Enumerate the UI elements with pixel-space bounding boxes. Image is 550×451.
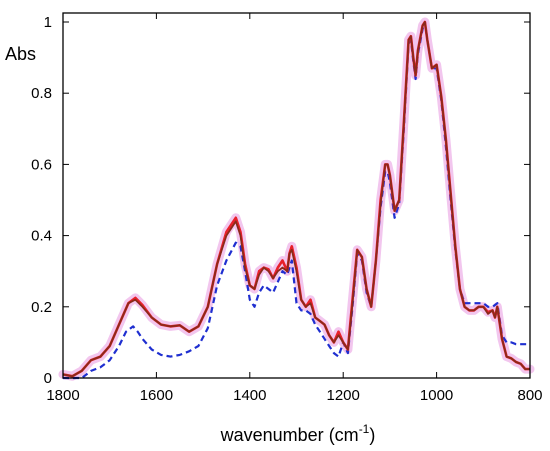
x-tick-label: 1800	[46, 387, 79, 404]
y-tick-label: 1	[44, 14, 52, 31]
y-tick-label: 0	[44, 370, 52, 387]
x-axis-title-unit-exponent: -1	[359, 422, 370, 436]
y-axis-title: Abs	[5, 44, 36, 64]
x-tick-label: 1200	[327, 387, 360, 404]
x-axis-title-unit: (cm	[329, 425, 359, 445]
tick-label-layer: 1800 1600 1400 1200 1000 800 0 0.2 0.4 0.6 0.8 1	[31, 14, 542, 404]
y-tick-label: 0.8	[31, 85, 52, 102]
x-axis-title: wavenumber (cm-1)	[220, 422, 376, 445]
x-tick-label: 1600	[140, 387, 173, 404]
x-tick-label: 1400	[233, 387, 266, 404]
y-tick-label: 0.2	[31, 299, 52, 316]
series-line-brown	[62, 21, 530, 378]
x-tick-label: 800	[517, 387, 542, 404]
plot-frame	[62, 12, 531, 379]
series-layer	[62, 20, 530, 380]
y-tick-label: 0.4	[31, 228, 52, 245]
x-axis-title-unit-close: )	[369, 425, 375, 445]
y-tick-label: 0.6	[31, 156, 52, 173]
x-tick-label: 1000	[420, 387, 453, 404]
tick-layer	[62, 13, 531, 379]
x-axis-title-text: wavenumber	[220, 425, 324, 445]
